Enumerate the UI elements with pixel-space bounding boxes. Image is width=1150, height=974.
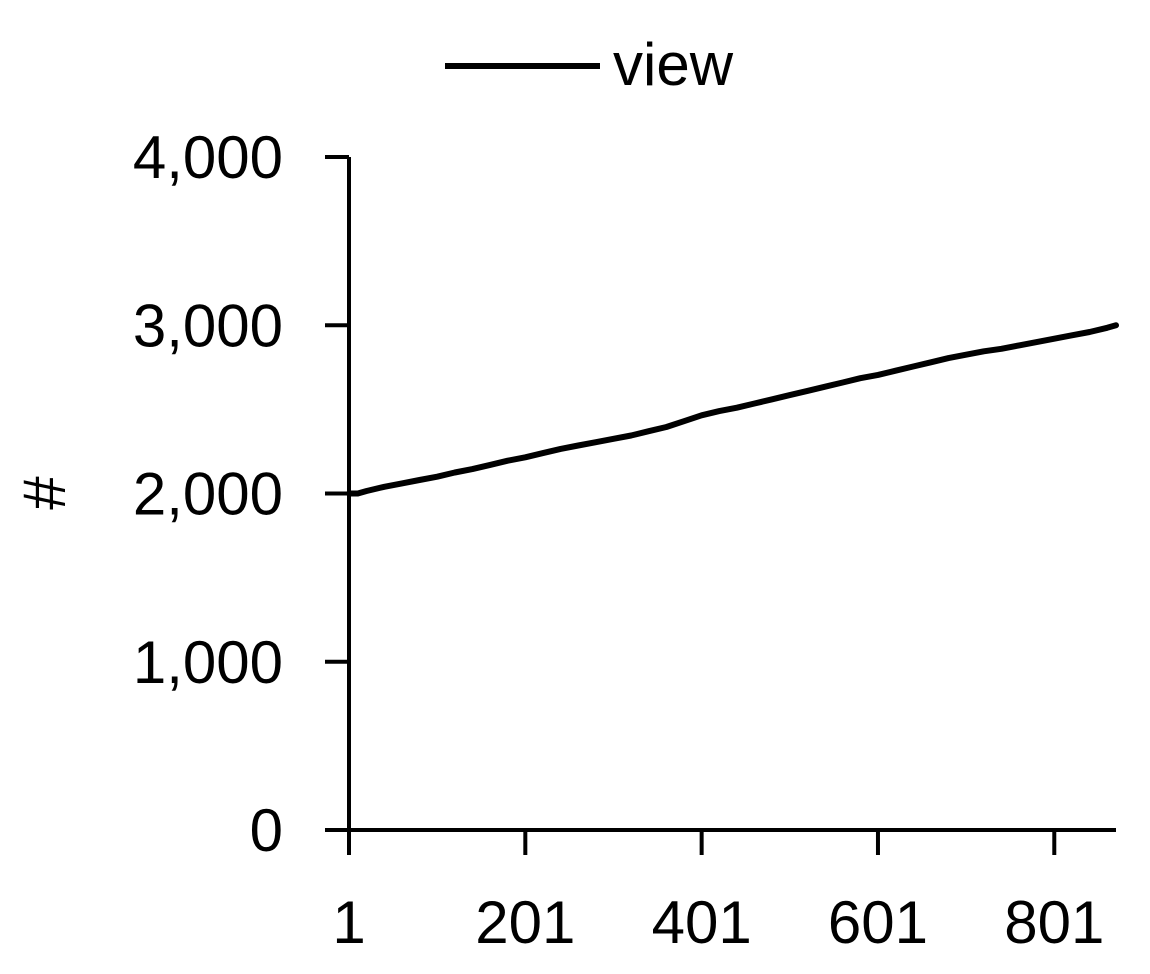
ticks: 0 1,000 2,000 3,000 4,000 1 201 401 601 801 — [133, 124, 1104, 956]
legend-label-view: view — [613, 31, 734, 98]
y-tick-label: 3,000 — [133, 292, 283, 359]
x-tick-label: 201 — [475, 889, 575, 956]
series-line-view — [346, 322, 1119, 497]
x-tick-label: 1 — [332, 889, 365, 956]
y-axis-title: # — [11, 476, 78, 510]
y-tick-label: 2,000 — [133, 461, 283, 528]
x-tick-label: 401 — [652, 889, 752, 956]
y-tick-label: 4,000 — [133, 124, 283, 191]
y-tick-label: 0 — [250, 797, 283, 864]
x-tick-label: 601 — [828, 889, 928, 956]
axes — [325, 157, 1116, 832]
x-tick-label: 801 — [1004, 889, 1104, 956]
legend: view — [445, 31, 734, 98]
series-layer — [346, 322, 1119, 497]
y-tick-label: 1,000 — [133, 629, 283, 696]
